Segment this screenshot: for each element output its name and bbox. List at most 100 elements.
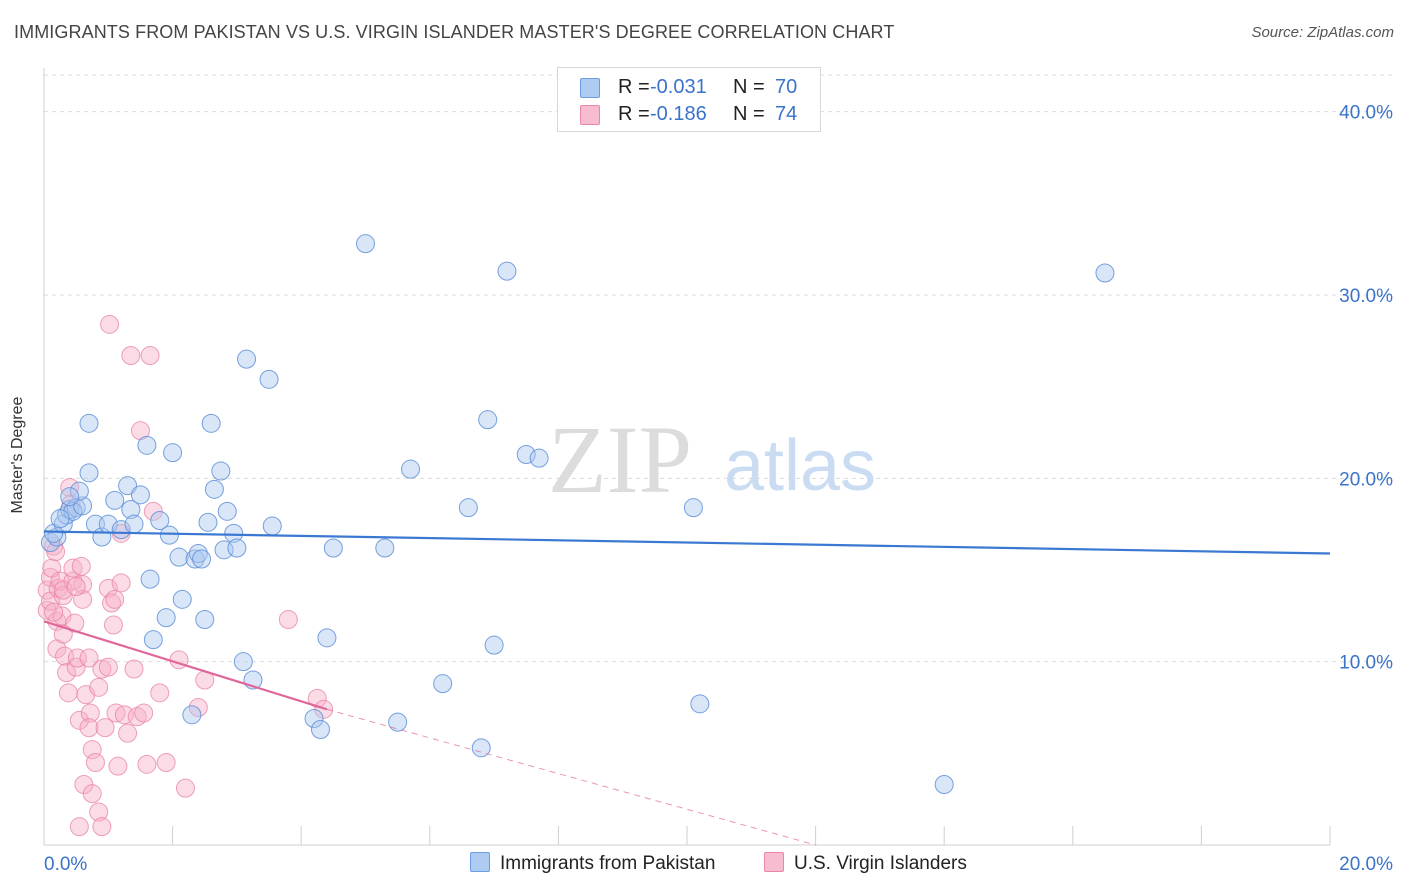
data-point-pakistan [484,635,504,655]
data-point-pakistan [201,413,221,433]
bottom-legend-label: U.S. Virgin Islanders [794,853,967,874]
data-point-pakistan [529,448,549,468]
data-point-pakistan [375,538,395,558]
watermark-atlas: atlas [724,426,876,506]
data-point-virgin-islanders [65,613,85,633]
data-point-pakistan [204,479,224,499]
data-point-virgin-islanders [137,754,157,774]
data-point-virgin-islanders [67,648,87,668]
data-point-pakistan [237,349,257,369]
data-point-pakistan [150,511,170,530]
data-point-pakistan [105,490,125,510]
series-pakistan [40,234,1115,794]
legend-r-value: -0.031 [650,76,707,98]
data-point-pakistan [458,498,478,518]
data-point-virgin-islanders [121,346,141,365]
data-point-virgin-islanders [105,589,125,609]
data-point-pakistan [66,498,86,518]
trend-line-virgin-islanders [43,620,328,711]
data-point-virgin-islanders [156,753,176,772]
data-point-virgin-islanders [118,723,138,743]
data-point-virgin-islanders [100,314,120,334]
data-point-virgin-islanders [66,577,86,596]
data-point-pakistan [198,512,218,532]
data-point-pakistan [690,694,710,714]
bottom-legend-pakistan: Immigrants from Pakistan [470,852,715,875]
data-point-virgin-islanders [44,602,64,622]
watermark: ZIP atlas [548,406,876,513]
data-point-virgin-islanders [175,778,195,798]
data-point-pakistan [188,544,208,563]
data-point-virgin-islanders [102,593,122,613]
y-tick-label: 40.0% [1339,103,1393,124]
data-point-pakistan [121,500,141,519]
bottom-legend-swatch-pakistan [470,852,490,872]
y-tick-label: 10.0% [1339,653,1393,674]
data-point-pakistan [497,261,517,281]
tick-labels: 10.0% 20.0% 30.0% 40.0% 0.0% 20.0% [44,103,1393,875]
data-point-virgin-islanders [82,784,102,804]
x-tick-label: 20.0% [1339,854,1393,875]
chart-title: IMMIGRANTS FROM PAKISTAN VS U.S. VIRGIN … [14,22,895,42]
legend-r-label: R = [618,76,650,98]
data-point-pakistan [137,435,157,455]
trend-extension-virgin-islanders [326,708,816,846]
data-point-pakistan [185,549,205,569]
data-point-pakistan [304,709,324,728]
data-point-virgin-islanders [188,698,208,717]
bottom-legend-virgin-islanders: U.S. Virgin Islanders [764,852,967,875]
axes [43,68,1331,846]
data-point-virgin-islanders [46,542,66,562]
data-point-virgin-islanders [124,659,144,679]
legend-r-value: -0.186 [650,103,707,125]
data-point-virgin-islanders [69,710,89,730]
data-point-virgin-islanders [79,648,99,668]
data-point-virgin-islanders [127,707,147,727]
data-point-pakistan [471,738,491,758]
data-point-pakistan [217,501,237,521]
data-point-virgin-islanders [80,703,100,723]
data-point-pakistan [317,628,337,648]
data-point-virgin-islanders [150,683,170,703]
data-point-virgin-islanders [85,753,105,772]
legend-swatch-pakistan [580,78,600,98]
data-point-pakistan [227,538,247,558]
data-point-virgin-islanders [108,756,128,776]
data-point-pakistan [140,569,160,589]
data-point-virgin-islanders [53,586,73,606]
legend-n-label: N = [733,76,765,98]
data-point-pakistan [57,505,77,525]
data-point-pakistan [388,712,408,732]
data-point-pakistan [323,538,343,558]
data-point-pakistan [356,234,375,254]
data-point-pakistan [111,520,131,540]
y-tick-label: 30.0% [1339,286,1393,307]
data-point-pakistan [50,509,70,529]
data-point-pakistan [60,487,80,507]
data-point-pakistan [130,485,150,505]
data-point-pakistan [192,549,212,569]
data-point-virgin-islanders [111,573,131,593]
data-point-pakistan [79,463,99,483]
data-point-pakistan [310,720,330,739]
data-point-virgin-islanders [143,501,163,521]
data-point-virgin-islanders [69,817,89,837]
legend-n-value: 70 [775,76,798,98]
data-point-pakistan [124,514,144,534]
data-point-virgin-islanders [71,556,91,576]
data-point-virgin-islanders [89,677,109,697]
data-point-pakistan [262,516,282,536]
data-point-virgin-islanders [79,718,99,738]
data-point-pakistan [182,705,202,725]
data-point-pakistan [163,443,183,463]
data-point-virgin-islanders [140,346,160,365]
data-point-pakistan [211,461,231,481]
data-point-pakistan [172,589,192,609]
watermark-zip: ZIP [548,406,692,513]
data-point-virgin-islanders [82,740,102,760]
data-point-virgin-islanders [278,610,298,629]
legend-r-label: R = [618,103,650,125]
data-point-virgin-islanders [73,575,93,595]
data-point-pakistan [159,525,179,545]
